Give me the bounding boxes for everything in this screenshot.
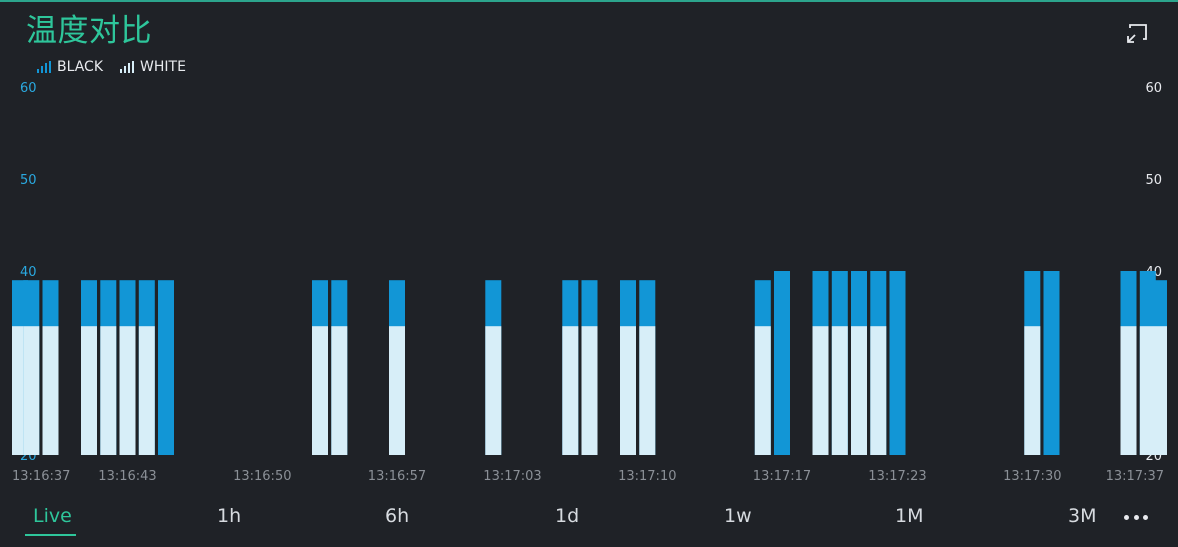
- bar-white: [1151, 326, 1167, 455]
- tab-1d[interactable]: 1d: [555, 505, 580, 527]
- tab-1w[interactable]: 1w: [724, 505, 752, 527]
- more-button[interactable]: [1124, 513, 1148, 521]
- tab-1h[interactable]: 1h: [217, 505, 242, 527]
- bar-white: [639, 326, 656, 455]
- bar-white: [485, 326, 502, 455]
- bar-chart-icon: [37, 61, 51, 73]
- x-tick-label: 13:17:03: [483, 469, 541, 484]
- bar-white: [1024, 326, 1041, 455]
- bar-chart: 60 50 40 30 20 60 50 40 30 20 13:16:3713…: [12, 81, 1167, 484]
- chart-title: 温度对比: [26, 13, 152, 49]
- x-tick-label: 13:16:37: [12, 469, 70, 484]
- time-range-tabs: Live 1h 6h 1d 1w 1M 3M: [0, 494, 1178, 547]
- x-tick-label: 13:16:57: [368, 469, 426, 484]
- x-tick-label: 13:17:17: [753, 469, 811, 484]
- tab-1m[interactable]: 1M: [895, 505, 924, 527]
- x-tick-label: 13:17:30: [1003, 469, 1061, 484]
- expand-icon: [1127, 24, 1147, 43]
- bar-chart-icon: [120, 61, 135, 73]
- legend-item-white[interactable]: WHITE: [120, 58, 186, 76]
- bar-white: [831, 326, 848, 455]
- active-tab-indicator: [25, 534, 76, 536]
- bar-white: [81, 326, 97, 455]
- bar-white: [812, 326, 829, 455]
- legend-label-black: BLACK: [57, 59, 104, 75]
- y-tick-label: 60: [20, 81, 37, 96]
- bar-white: [312, 326, 328, 455]
- bar-white: [754, 326, 771, 455]
- chart-legend: BLACK WHITE: [37, 58, 186, 76]
- more-icon: [1133, 514, 1139, 520]
- x-axis: 13:16:37 13:16:43 13:16:50 13:16:57 13:17:03…: [12, 469, 1164, 484]
- bar-white: [389, 326, 405, 455]
- legend-label-white: WHITE: [140, 59, 186, 75]
- tab-live[interactable]: Live: [33, 505, 72, 527]
- x-tick-label: 13:16:50: [233, 469, 291, 484]
- y-tick-label: 60: [1145, 81, 1162, 96]
- bar-white: [100, 326, 117, 455]
- bar-white: [581, 326, 598, 455]
- bar-black: [158, 280, 174, 455]
- x-tick-label: 13:17:10: [618, 469, 676, 484]
- tab-3m[interactable]: 3M: [1068, 505, 1097, 527]
- more-icon: [1143, 514, 1148, 520]
- tab-6h[interactable]: 6h: [385, 505, 410, 527]
- y-tick-label: 50: [1145, 173, 1162, 188]
- bar-black: [1043, 271, 1060, 455]
- more-icon: [1124, 514, 1129, 520]
- bar-white: [42, 326, 59, 455]
- expand-button[interactable]: [1124, 20, 1150, 46]
- bar-white: [138, 326, 155, 455]
- bar-white: [119, 326, 136, 455]
- y-tick-label: 50: [20, 173, 37, 188]
- bar-white: [331, 326, 348, 455]
- bar-black: [774, 271, 790, 455]
- bar-white: [23, 326, 40, 455]
- bar-white: [870, 326, 887, 455]
- legend-item-black[interactable]: BLACK: [37, 58, 103, 76]
- x-tick-label: 13:17:23: [868, 469, 926, 484]
- bar-black: [889, 271, 906, 455]
- bars-layer: [12, 271, 1167, 455]
- bar-white: [562, 326, 579, 455]
- bar-white: [1120, 326, 1137, 455]
- x-tick-label: 13:16:43: [98, 469, 156, 484]
- bar-white: [620, 326, 636, 455]
- y-tick-label: 40: [20, 265, 37, 280]
- bar-white: [851, 326, 867, 455]
- x-tick-label: 13:17:37: [1106, 469, 1164, 484]
